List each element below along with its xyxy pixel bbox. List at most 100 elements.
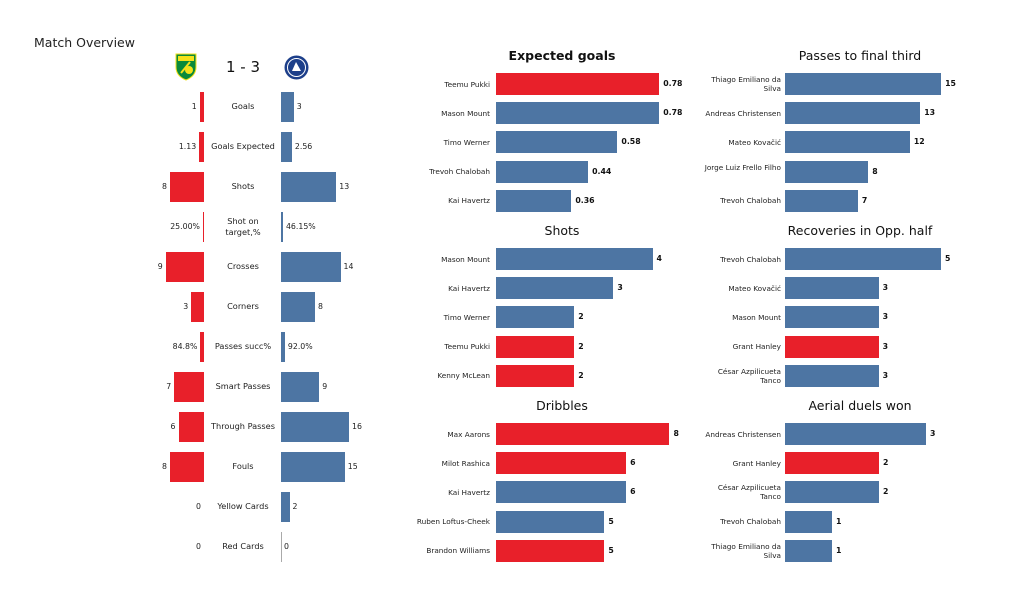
away-value: 14: [343, 262, 354, 271]
player-label: César Azpilicueta Tanco: [717, 366, 781, 385]
bar-value: 15: [945, 79, 956, 88]
home-bar: [202, 212, 204, 242]
bar-value: 0.36: [575, 195, 595, 205]
player-bar: [496, 510, 605, 533]
player-bar: [496, 423, 670, 445]
bar-value: 3: [929, 429, 936, 438]
stat-label: Shot on target,%: [225, 216, 261, 237]
bar-value: 6: [630, 458, 636, 468]
home-value: 3: [183, 302, 189, 311]
player-label: Kai Havertz: [448, 487, 490, 497]
player-bar: [785, 131, 910, 154]
bar-value: 5: [608, 516, 614, 526]
bar-value: 3: [882, 341, 889, 351]
player-label: Andreas Christensen: [705, 429, 781, 439]
score: 1 - 3: [225, 58, 261, 76]
home-bar: [199, 92, 204, 122]
aerial-duels-won-title: Aerial duels won: [808, 398, 912, 413]
bar-value: 8: [673, 429, 679, 438]
home-value: 8: [162, 182, 167, 191]
player-bar: [785, 335, 879, 358]
dribbles-title: Dribbles: [536, 398, 588, 413]
away-bar: [281, 532, 282, 562]
bar-value: 3: [617, 283, 623, 293]
bar-value: 5: [944, 254, 951, 263]
player-label: Teemu Pukki: [444, 79, 490, 89]
bar-value: 3: [882, 370, 889, 380]
home-value: 8: [162, 462, 167, 471]
player-label: Mateo Kovačić: [728, 137, 781, 147]
bar-value: 3: [882, 312, 889, 322]
away-value: 9: [322, 382, 328, 391]
home-value: 25.00%: [170, 222, 200, 231]
home-value: 6: [170, 422, 176, 431]
player-label: Trevoh Chalobah: [720, 517, 781, 527]
player-label: Ruben Loftus-Cheek: [416, 517, 490, 527]
player-label: César Azpilicueta Tanco: [717, 483, 781, 502]
bar-value: 1: [835, 516, 842, 526]
away-value: 46.15%: [285, 222, 316, 231]
home-value: 0: [196, 542, 201, 551]
away-value: 0: [284, 542, 289, 551]
away-value: 13: [339, 182, 350, 191]
stat-label: Smart Passes: [215, 381, 271, 391]
home-bar: [199, 132, 204, 162]
stat-label: Red Cards: [222, 541, 264, 551]
player-bar: [496, 539, 605, 562]
home-value: 0: [196, 502, 201, 511]
home-value: 1: [191, 102, 197, 111]
stat-label: Yellow Cards: [217, 501, 269, 511]
player-label: Thiago Emiliano da Silva: [711, 75, 781, 93]
bar-value: 2: [578, 312, 584, 322]
player-bar: [785, 539, 832, 562]
player-bar: [785, 423, 926, 445]
bar-value: 0.78: [663, 108, 683, 118]
player-bar: [785, 452, 879, 475]
player-bar: [496, 248, 653, 270]
passes-to-final-third-title: Passes to final third: [798, 48, 922, 63]
away-value: 92.0%: [287, 342, 313, 351]
bar-value: 12: [913, 137, 925, 147]
player-bar: [785, 364, 879, 387]
home-bar: [170, 452, 204, 482]
player-bar: [785, 102, 921, 125]
norwich-crest-icon: [175, 53, 197, 81]
player-bar: [496, 131, 618, 154]
player-bar: [785, 73, 942, 95]
home-bar: [165, 252, 204, 282]
player-bar: [785, 510, 832, 533]
bar-value: 0.78: [663, 79, 683, 88]
stat-label: Passes succ%: [214, 341, 272, 351]
player-label: Trevoh Chalobah: [720, 196, 781, 206]
bar-value: 13: [924, 108, 936, 118]
player-bar: [496, 452, 627, 475]
home-bar: [170, 172, 204, 202]
player-label: Mason Mount: [732, 312, 781, 322]
home-value: 7: [166, 382, 172, 391]
player-bar: [496, 335, 575, 358]
away-value: 2.56: [294, 142, 313, 151]
away-value: 3: [296, 102, 302, 111]
player-bar: [496, 481, 627, 504]
player-bar: [785, 277, 879, 300]
away-bar: [281, 332, 285, 362]
player-label: Brandon Williams: [426, 546, 490, 556]
home-value: 9: [157, 262, 163, 271]
away-bar: [281, 292, 315, 322]
player-label: Timo Werner: [443, 137, 490, 147]
recoveries-in-opp-half-title: Recoveries in Opp. half: [787, 223, 933, 238]
home-bar: [174, 372, 204, 402]
away-bar: [281, 372, 320, 402]
bar-value: 4: [656, 254, 662, 263]
away-bar: [281, 452, 345, 482]
player-bar: [496, 189, 572, 212]
away-bar: [281, 172, 337, 202]
player-bar: [496, 73, 660, 95]
away-bar: [281, 212, 283, 242]
bar-value: 6: [630, 487, 636, 497]
player-label: Mateo Kovačić: [728, 283, 781, 293]
bar-value: 2: [882, 487, 889, 497]
player-bar: [785, 160, 869, 183]
player-label: Mason Mount: [441, 108, 490, 118]
bar-value: 3: [882, 283, 889, 293]
